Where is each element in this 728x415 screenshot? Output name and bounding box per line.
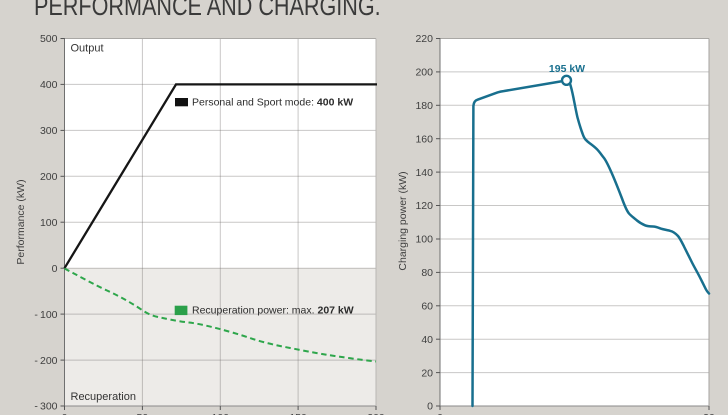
svg-text:Personal and Sport mode: 400 k: Personal and Sport mode: 400 kW (192, 97, 353, 109)
svg-text:120: 120 (415, 200, 433, 212)
svg-text:180: 180 (415, 100, 433, 112)
svg-text:80: 80 (421, 267, 433, 279)
svg-text:220: 220 (415, 33, 433, 45)
svg-text:500: 500 (40, 33, 58, 45)
svg-text:40: 40 (421, 334, 433, 346)
svg-text:50: 50 (137, 412, 149, 415)
svg-text:100: 100 (40, 217, 58, 229)
svg-text:20: 20 (421, 367, 433, 379)
svg-text:200: 200 (367, 412, 385, 415)
svg-text:150: 150 (289, 412, 307, 415)
svg-text:200: 200 (415, 67, 433, 79)
svg-text:Performance (kW): Performance (kW) (15, 179, 27, 264)
svg-text:400: 400 (40, 79, 58, 91)
svg-text:100: 100 (212, 412, 230, 415)
svg-text:PERFORMANCE AND CHARGING.: PERFORMANCE AND CHARGING. (34, 0, 381, 22)
svg-text:0: 0 (52, 263, 58, 275)
svg-text:Output: Output (71, 43, 104, 55)
svg-text:300: 300 (40, 125, 58, 137)
svg-text:- 200: - 200 (34, 355, 57, 367)
svg-text:140: 140 (415, 167, 433, 179)
svg-text:160: 160 (415, 133, 433, 145)
svg-text:0: 0 (427, 401, 433, 413)
svg-text:60: 60 (421, 301, 433, 313)
svg-text:30: 30 (703, 412, 715, 415)
svg-text:- 300: - 300 (34, 401, 57, 413)
svg-text:100: 100 (415, 234, 433, 246)
svg-text:Recuperation: Recuperation (71, 391, 136, 403)
svg-text:200: 200 (40, 171, 58, 183)
svg-text:- 100: - 100 (34, 309, 57, 321)
svg-text:195 kW: 195 kW (549, 63, 585, 75)
svg-text:0: 0 (437, 412, 443, 415)
svg-text:0: 0 (62, 412, 68, 415)
svg-text:Recuperation power: max. 207 k: Recuperation power: max. 207 kW (192, 305, 354, 317)
svg-text:Charging power (kW): Charging power (kW) (397, 171, 409, 270)
